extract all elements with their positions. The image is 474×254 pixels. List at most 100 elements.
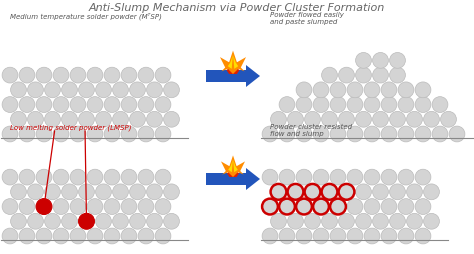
Circle shape bbox=[121, 228, 137, 244]
Circle shape bbox=[398, 228, 414, 244]
Circle shape bbox=[330, 228, 346, 244]
Polygon shape bbox=[221, 156, 245, 177]
Circle shape bbox=[113, 184, 128, 200]
Circle shape bbox=[373, 112, 388, 128]
Circle shape bbox=[279, 199, 295, 215]
Circle shape bbox=[347, 126, 363, 142]
Circle shape bbox=[338, 68, 355, 84]
Circle shape bbox=[321, 214, 337, 229]
Circle shape bbox=[155, 68, 171, 84]
Circle shape bbox=[271, 184, 286, 200]
Circle shape bbox=[19, 126, 35, 142]
Circle shape bbox=[373, 53, 388, 69]
Circle shape bbox=[390, 112, 405, 128]
Text: Anti-Slump Mechanism via Powder Cluster Formation: Anti-Slump Mechanism via Powder Cluster … bbox=[89, 3, 385, 13]
Circle shape bbox=[381, 126, 397, 142]
Circle shape bbox=[279, 228, 295, 244]
Circle shape bbox=[288, 184, 303, 200]
Circle shape bbox=[330, 126, 346, 142]
Circle shape bbox=[313, 169, 329, 185]
Circle shape bbox=[87, 97, 103, 113]
Circle shape bbox=[70, 169, 86, 185]
Circle shape bbox=[398, 83, 414, 98]
Circle shape bbox=[138, 169, 154, 185]
Circle shape bbox=[415, 169, 431, 185]
Circle shape bbox=[70, 199, 86, 215]
Circle shape bbox=[155, 97, 171, 113]
Circle shape bbox=[19, 97, 35, 113]
Circle shape bbox=[364, 199, 380, 215]
Circle shape bbox=[45, 214, 60, 229]
Circle shape bbox=[155, 126, 171, 142]
Circle shape bbox=[364, 228, 380, 244]
Circle shape bbox=[356, 68, 372, 84]
Circle shape bbox=[138, 228, 154, 244]
Circle shape bbox=[36, 126, 52, 142]
Circle shape bbox=[79, 112, 94, 128]
Polygon shape bbox=[228, 54, 238, 70]
Circle shape bbox=[424, 184, 439, 200]
Circle shape bbox=[262, 199, 278, 215]
Circle shape bbox=[415, 126, 431, 142]
Circle shape bbox=[87, 169, 103, 185]
Circle shape bbox=[2, 68, 18, 84]
Circle shape bbox=[407, 184, 422, 200]
Circle shape bbox=[27, 214, 44, 229]
Text: Powder flowed easily
and paste slumped: Powder flowed easily and paste slumped bbox=[270, 12, 344, 25]
Circle shape bbox=[164, 184, 179, 200]
Circle shape bbox=[338, 184, 355, 200]
Circle shape bbox=[121, 199, 137, 215]
Circle shape bbox=[381, 169, 397, 185]
Circle shape bbox=[296, 199, 312, 215]
Circle shape bbox=[62, 83, 77, 98]
Circle shape bbox=[2, 97, 18, 113]
Circle shape bbox=[415, 199, 431, 215]
Circle shape bbox=[279, 126, 295, 142]
Circle shape bbox=[390, 53, 405, 69]
Circle shape bbox=[313, 199, 329, 215]
Circle shape bbox=[87, 126, 103, 142]
Circle shape bbox=[96, 184, 111, 200]
Circle shape bbox=[313, 126, 329, 142]
Polygon shape bbox=[227, 66, 239, 75]
Polygon shape bbox=[246, 66, 260, 88]
Circle shape bbox=[62, 214, 77, 229]
Circle shape bbox=[381, 199, 397, 215]
Circle shape bbox=[364, 83, 380, 98]
Circle shape bbox=[415, 97, 431, 113]
Circle shape bbox=[36, 169, 52, 185]
Circle shape bbox=[279, 199, 295, 215]
Circle shape bbox=[321, 112, 337, 128]
Text: Powder cluster resisted
flow and slump: Powder cluster resisted flow and slump bbox=[270, 123, 352, 136]
Circle shape bbox=[347, 169, 363, 185]
Circle shape bbox=[347, 97, 363, 113]
Circle shape bbox=[305, 184, 320, 200]
Circle shape bbox=[96, 214, 111, 229]
Circle shape bbox=[129, 112, 146, 128]
Circle shape bbox=[129, 214, 146, 229]
Circle shape bbox=[70, 126, 86, 142]
Circle shape bbox=[155, 199, 171, 215]
Circle shape bbox=[279, 169, 295, 185]
Circle shape bbox=[373, 214, 388, 229]
Circle shape bbox=[70, 97, 86, 113]
Circle shape bbox=[262, 169, 278, 185]
Circle shape bbox=[79, 83, 94, 98]
Circle shape bbox=[104, 169, 120, 185]
Circle shape bbox=[373, 184, 388, 200]
Circle shape bbox=[10, 214, 27, 229]
Circle shape bbox=[390, 214, 405, 229]
Circle shape bbox=[321, 68, 337, 84]
Circle shape bbox=[53, 228, 69, 244]
Circle shape bbox=[146, 184, 163, 200]
Circle shape bbox=[407, 112, 422, 128]
Circle shape bbox=[364, 169, 380, 185]
Circle shape bbox=[146, 112, 163, 128]
Circle shape bbox=[138, 97, 154, 113]
Circle shape bbox=[313, 97, 329, 113]
Circle shape bbox=[53, 68, 69, 84]
Circle shape bbox=[19, 169, 35, 185]
Circle shape bbox=[121, 68, 137, 84]
Circle shape bbox=[321, 184, 337, 200]
Polygon shape bbox=[206, 71, 246, 83]
